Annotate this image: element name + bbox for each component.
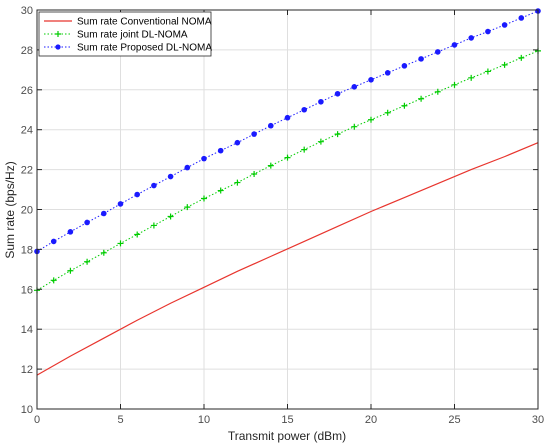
data-point-circle: [435, 49, 441, 55]
y-tick-label: 12: [21, 364, 33, 376]
data-point-plus: [451, 81, 458, 88]
data-point-plus: [267, 162, 274, 169]
x-tick-label: 20: [365, 414, 377, 426]
data-point-circle: [201, 155, 207, 162]
series-layer: [34, 8, 541, 376]
x-axis-label: Transmit power (dBm): [228, 429, 346, 443]
data-point-circle: [217, 147, 224, 154]
y-tick-label: 26: [21, 85, 33, 97]
x-tick-label: 15: [281, 414, 293, 426]
data-point-plus: [468, 74, 475, 81]
data-point-circle: [251, 131, 257, 137]
data-point-plus: [334, 131, 341, 138]
data-point-plus: [134, 231, 141, 238]
x-tick-label: 0: [34, 414, 40, 426]
x-tick-label: 10: [198, 414, 210, 426]
data-point-plus: [217, 187, 224, 194]
data-point-plus: [167, 213, 174, 220]
data-point-circle: [301, 106, 308, 113]
data-point-plus: [67, 267, 74, 274]
data-point-circle: [151, 182, 157, 189]
data-point-plus: [234, 179, 241, 186]
legend-box: [38, 11, 212, 57]
legend-marker-proposed: [55, 44, 61, 50]
data-point-circle: [468, 35, 475, 41]
data-point-plus: [100, 249, 107, 256]
grid-lines: [37, 10, 538, 409]
data-point-circle: [384, 70, 391, 76]
data-point-plus: [401, 102, 408, 109]
x-tick-label: 5: [117, 414, 123, 426]
data-point-circle: [518, 15, 525, 21]
data-point-plus: [284, 154, 291, 161]
data-point-circle: [101, 210, 107, 217]
data-point-circle: [117, 201, 124, 207]
data-point-circle: [351, 84, 358, 90]
x-tick-label: 30: [532, 414, 544, 426]
legend-label-joint: Sum rate joint DL-NOMA: [77, 30, 188, 41]
data-point-plus: [518, 54, 525, 61]
data-point-circle: [50, 238, 57, 245]
legend: Sum rate Conventional NOMA Sum rate join…: [38, 11, 212, 57]
data-point-plus: [351, 123, 358, 130]
data-point-plus: [150, 222, 157, 229]
y-tick-label: 14: [21, 324, 33, 336]
data-point-plus: [201, 195, 207, 202]
legend-marker-joint: [55, 31, 61, 37]
data-point-circle: [368, 77, 374, 83]
y-tick-label: 30: [21, 5, 33, 17]
data-point-circle: [485, 28, 491, 35]
legend-label-proposed: Sum rate Proposed DL-NOMA: [77, 43, 212, 54]
data-point-plus: [84, 258, 91, 265]
y-tick-label: 28: [21, 45, 33, 57]
series-line-0: [36, 142, 539, 376]
data-point-plus: [484, 68, 491, 75]
y-tick-label: 16: [21, 284, 33, 296]
legend-label-conventional: Sum rate Conventional NOMA: [77, 17, 212, 28]
data-point-plus: [501, 61, 508, 68]
data-point-plus: [418, 95, 425, 102]
data-point-circle: [501, 22, 508, 28]
data-point-circle: [134, 191, 140, 198]
x-tick-label: 25: [448, 414, 460, 426]
data-point-plus: [251, 170, 258, 177]
data-point-plus: [384, 109, 391, 116]
y-tick-label: 18: [21, 244, 33, 256]
data-point-plus: [434, 88, 441, 95]
data-point-circle: [67, 229, 74, 235]
data-point-circle: [334, 90, 341, 97]
data-point-circle: [167, 173, 174, 180]
data-point-circle: [318, 98, 324, 105]
data-point-circle: [401, 63, 408, 69]
data-point-plus: [301, 146, 308, 153]
data-point-circle: [418, 56, 424, 62]
data-point-circle: [184, 164, 191, 171]
data-point-circle: [284, 114, 291, 121]
y-tick-label: 24: [21, 125, 33, 137]
y-tick-label: 22: [21, 165, 33, 177]
data-point-circle: [268, 122, 274, 129]
data-point-circle: [84, 219, 90, 226]
y-axis-label: Sum rate (bps/Hz): [3, 161, 17, 258]
data-point-plus: [184, 204, 191, 211]
data-point-plus: [117, 240, 124, 247]
axis-ticks: 0 5 10 15 20 25 30 10 12 14 16 18 20 22 24 26 28 30: [21, 5, 544, 426]
data-point-circle: [234, 139, 241, 146]
data-point-plus: [50, 277, 57, 284]
data-point-plus: [368, 116, 374, 123]
data-point-circle: [451, 42, 458, 48]
data-point-plus: [317, 138, 324, 145]
y-tick-label: 20: [21, 205, 33, 217]
y-tick-label: 10: [21, 404, 33, 416]
